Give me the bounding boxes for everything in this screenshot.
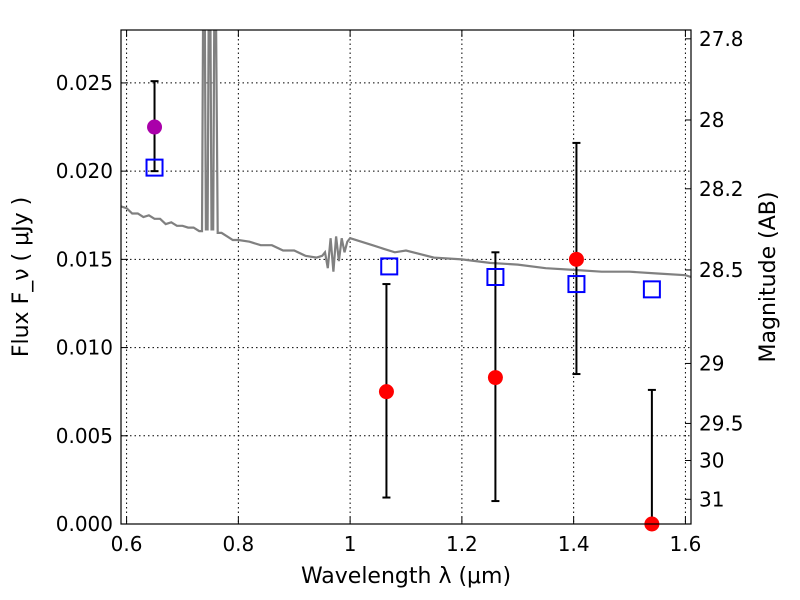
y-tick-label: 0.025 — [56, 71, 113, 95]
tick-layer: 0.6 0.8 1 1.2 1.4 1.6 0.000 0.005 0.010 0.015 0.02… — [56, 27, 744, 556]
model-point — [642, 280, 661, 299]
data-point — [378, 384, 394, 400]
plot-frame — [120, 29, 692, 525]
right-tick-label: 28 — [699, 108, 724, 132]
model-point — [380, 257, 399, 276]
y-tick-label: 0.010 — [56, 336, 113, 360]
y-tick-label: 0.005 — [56, 424, 113, 448]
data-point — [568, 251, 584, 267]
x-tick-label: 1 — [344, 532, 357, 556]
right-tick-label: 29.5 — [699, 411, 744, 435]
model-point — [567, 275, 586, 294]
x-tick-label: 1.6 — [670, 532, 702, 556]
model-point — [145, 158, 164, 177]
x-tick-label: 0.8 — [222, 532, 254, 556]
x-axis-title: Wavelength λ (μm) — [301, 564, 511, 589]
right-tick-label: 27.8 — [699, 27, 744, 51]
right-axis-title: Magnitude (AB) — [756, 192, 781, 363]
data-point — [147, 119, 163, 135]
y-axis-title: Flux F_ν ( μJy ) — [9, 197, 34, 357]
grid-layer — [121, 30, 691, 525]
right-tick-label: 31 — [699, 487, 724, 511]
right-tick-label: 28.5 — [699, 258, 744, 282]
x-tick-label: 1.2 — [446, 532, 478, 556]
plot-layer — [121, 30, 691, 532]
right-tick-label: 29 — [699, 351, 724, 375]
y-tick-label: 0.020 — [56, 159, 113, 183]
y-tick-label: 0.000 — [56, 512, 113, 536]
right-tick-label: 28.2 — [699, 177, 744, 201]
data-point — [487, 370, 503, 386]
y-tick-label: 0.015 — [56, 247, 113, 271]
model-point — [486, 268, 505, 286]
x-tick-label: 1.4 — [558, 532, 590, 556]
model-spectrum-line — [121, 30, 691, 279]
x-tick-label: 0.6 — [111, 532, 143, 556]
right-tick-label: 30 — [699, 448, 724, 472]
